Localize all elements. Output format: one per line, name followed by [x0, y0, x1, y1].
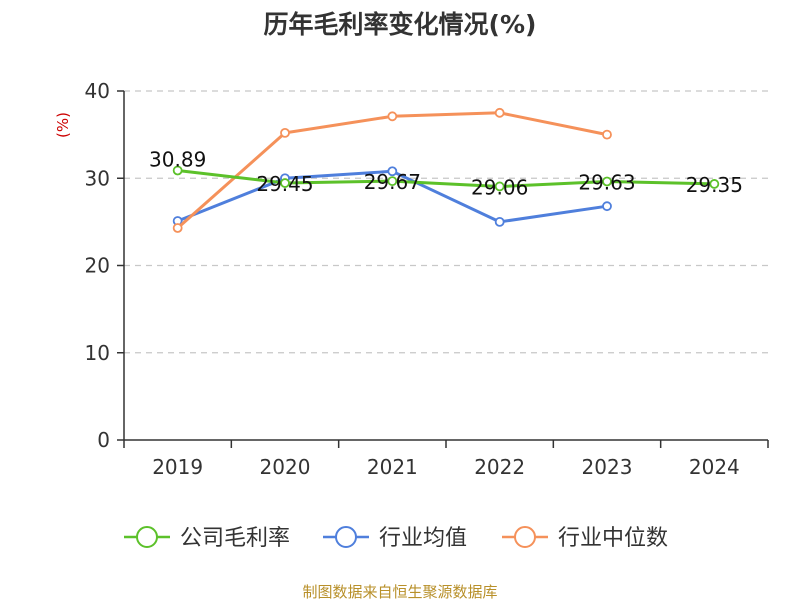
series-0-point-2021 — [387, 176, 398, 187]
data-label-2019: 30.89 — [149, 147, 206, 171]
x-tick-label-2019: 2019 — [152, 455, 203, 479]
legend-marker-0 — [136, 526, 158, 548]
x-tick-label-2020: 2020 — [260, 455, 311, 479]
series-2-point-2019 — [172, 223, 183, 233]
data-label-2024: 29.35 — [686, 173, 743, 197]
x-tick-label-2023: 2023 — [582, 455, 633, 479]
y-tick-label-30: 30 — [85, 166, 110, 190]
series — [172, 107, 720, 233]
series-0-point-2023 — [602, 176, 612, 187]
chart-title: 历年毛利率变化情况(%) — [264, 10, 537, 39]
y-tick-label-10: 10 — [85, 341, 110, 365]
series-line-0 — [177, 169, 715, 188]
y-tick-label-40: 40 — [85, 79, 110, 103]
series-0-point-2022 — [494, 181, 505, 192]
y-unit-label: (%) — [54, 112, 72, 138]
grid — [124, 90, 768, 354]
data-labels: 30.89 29.45 29.67 29.06 29.63 29.35 — [149, 147, 743, 199]
x-tick-label-2024: 2024 — [689, 455, 740, 479]
series-2-point-2023 — [602, 129, 612, 140]
x-tick-label-2022: 2022 — [474, 455, 525, 479]
series-1-point-2021 — [387, 166, 398, 177]
series-0-point-2020 — [280, 178, 290, 188]
series-1-point-2023 — [602, 201, 612, 212]
data-label-2022: 29.06 — [471, 175, 528, 199]
series-2-point-2021 — [387, 111, 398, 122]
legend-marker-1 — [335, 526, 357, 548]
data-label-2021: 29.67 — [364, 170, 421, 194]
legend-marker-2 — [514, 526, 536, 548]
axes: 0 10 20 30 40 2019 2020 2021 2022 2023 2024 — [85, 79, 769, 479]
data-label-2020: 29.45 — [256, 172, 313, 196]
y-tick-label-0: 0 — [97, 428, 110, 452]
legend: 公司毛利率 行业均值 行业中位数 — [124, 526, 668, 551]
legend-label-1: 行业均值 — [379, 526, 467, 551]
series-2-point-2020 — [280, 127, 290, 138]
source-note: 制图数据来自恒生聚源数据库 — [302, 583, 497, 600]
x-tick-label-2021: 2021 — [367, 455, 418, 479]
legend-label-2: 行业中位数 — [558, 526, 668, 551]
series-1-point-2022 — [494, 216, 505, 227]
legend-label-0: 公司毛利率 — [180, 526, 290, 551]
data-label-2023: 29.63 — [578, 170, 635, 194]
series-2-point-2022 — [494, 107, 505, 118]
y-tick-label-20: 20 — [85, 254, 110, 278]
series-0-point-2024 — [709, 179, 720, 189]
series-0-point-2019 — [172, 165, 183, 176]
